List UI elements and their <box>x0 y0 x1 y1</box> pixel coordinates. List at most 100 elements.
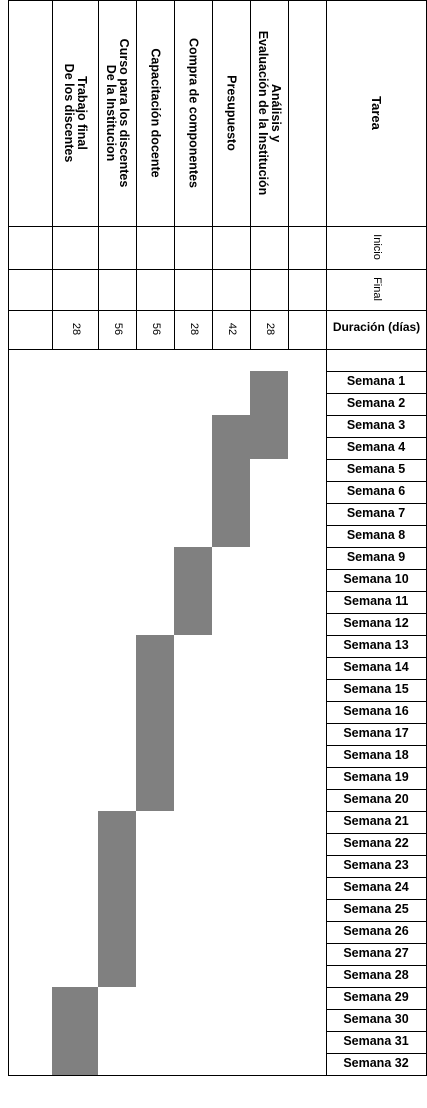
week-label: Semana 26 <box>343 924 409 938</box>
week-label: Semana 15 <box>343 682 409 696</box>
week-label: Semana 8 <box>346 528 406 542</box>
week-row-line <box>326 877 427 878</box>
task-bar <box>212 415 250 547</box>
week-row-line <box>326 1053 427 1054</box>
tarea-header: Tarea <box>368 96 384 130</box>
week-row-line <box>326 723 427 724</box>
task-name: Presupuesto <box>224 75 239 151</box>
table-border-top <box>8 0 427 1</box>
week-row-line <box>326 1009 427 1010</box>
week-row-line <box>326 481 427 482</box>
grid-line <box>52 0 53 349</box>
week-label: Semana 27 <box>343 946 409 960</box>
week-column-line <box>326 349 327 1075</box>
grid-line <box>98 0 99 349</box>
task-name: Análisis y Evaluación de la Institución <box>256 30 283 196</box>
week-row-line <box>326 635 427 636</box>
week-row-line <box>326 1031 427 1032</box>
task-bar <box>174 547 212 635</box>
week-row-line <box>326 437 427 438</box>
week-row-line <box>326 965 427 966</box>
task-bar <box>136 635 174 811</box>
week-label: Semana 20 <box>343 792 409 806</box>
task-bar <box>52 987 98 1075</box>
week-label: Semana 32 <box>343 1056 409 1070</box>
grid-line <box>136 0 137 349</box>
week-label: Semana 14 <box>343 660 409 674</box>
week-row-line <box>326 921 427 922</box>
week-label: Semana 1 <box>346 374 406 388</box>
week-label: Semana 9 <box>346 550 406 564</box>
week-label: Semana 23 <box>343 858 409 872</box>
week-row-line <box>326 701 427 702</box>
week-row-line <box>326 503 427 504</box>
week-row-line <box>326 745 427 746</box>
week-row-line <box>326 767 427 768</box>
week-label: Semana 13 <box>343 638 409 652</box>
grid-line <box>250 0 251 349</box>
week-row-line <box>326 371 427 372</box>
week-label: Semana 10 <box>343 572 409 586</box>
week-label: Semana 19 <box>343 770 409 784</box>
task-duration: 28 <box>263 322 276 336</box>
week-row-line <box>326 1075 427 1076</box>
week-row-line <box>326 657 427 658</box>
week-row-line <box>326 547 427 548</box>
week-row-line <box>326 833 427 834</box>
task-bar <box>250 371 288 459</box>
week-label: Semana 22 <box>343 836 409 850</box>
week-row-line <box>326 591 427 592</box>
final-header: Final <box>370 277 383 301</box>
week-label: Semana 4 <box>346 440 406 454</box>
week-row-line <box>326 899 427 900</box>
week-row-line <box>326 415 427 416</box>
week-label: Semana 6 <box>346 484 406 498</box>
grid-line <box>8 269 427 270</box>
week-label: Semana 28 <box>343 968 409 982</box>
task-duration: 56 <box>111 322 124 336</box>
week-label: Semana 24 <box>343 880 409 894</box>
week-label: Semana 17 <box>343 726 409 740</box>
week-row-line <box>326 679 427 680</box>
grid-line <box>8 226 427 227</box>
task-name: Compra de componentes <box>186 37 201 189</box>
task-duration: 28 <box>187 322 200 336</box>
table-border-left <box>8 0 9 1075</box>
week-label: Semana 30 <box>343 1012 409 1026</box>
table-border-bottom <box>8 1075 427 1076</box>
task-name: Trabajo final De los discentes <box>62 63 89 163</box>
week-row-line <box>326 569 427 570</box>
week-label: Semana 25 <box>343 902 409 916</box>
inicio-header: Inicio <box>370 234 383 260</box>
week-row-line <box>326 459 427 460</box>
week-label: Semana 5 <box>346 462 406 476</box>
week-label: Semana 29 <box>343 990 409 1004</box>
task-name: Curso para los discentes De la Instituci… <box>104 38 131 188</box>
week-row-line <box>326 987 427 988</box>
grid-line <box>8 349 327 350</box>
week-row-line <box>326 855 427 856</box>
week-label: Semana 12 <box>343 616 409 630</box>
task-duration: 28 <box>69 322 82 336</box>
week-row-line <box>326 393 427 394</box>
grid-line <box>8 310 427 311</box>
grid-line <box>326 0 327 349</box>
task-duration: 42 <box>225 322 238 336</box>
week-label: Semana 21 <box>343 814 409 828</box>
week-label: Semana 3 <box>346 418 406 432</box>
week-row-line <box>326 525 427 526</box>
task-name: Capacitación docente <box>148 48 163 178</box>
week-label: Semana 31 <box>343 1034 409 1048</box>
week-label: Semana 18 <box>343 748 409 762</box>
grid-line <box>288 0 289 349</box>
week-label: Semana 2 <box>346 396 406 410</box>
week-label: Semana 16 <box>343 704 409 718</box>
grid-line <box>174 0 175 349</box>
week-row-line <box>326 943 427 944</box>
week-label: Semana 7 <box>346 506 406 520</box>
duracion-header: Duración (días) <box>332 320 421 334</box>
week-row-line <box>326 789 427 790</box>
week-label: Semana 11 <box>343 594 409 608</box>
week-row-line <box>326 613 427 614</box>
